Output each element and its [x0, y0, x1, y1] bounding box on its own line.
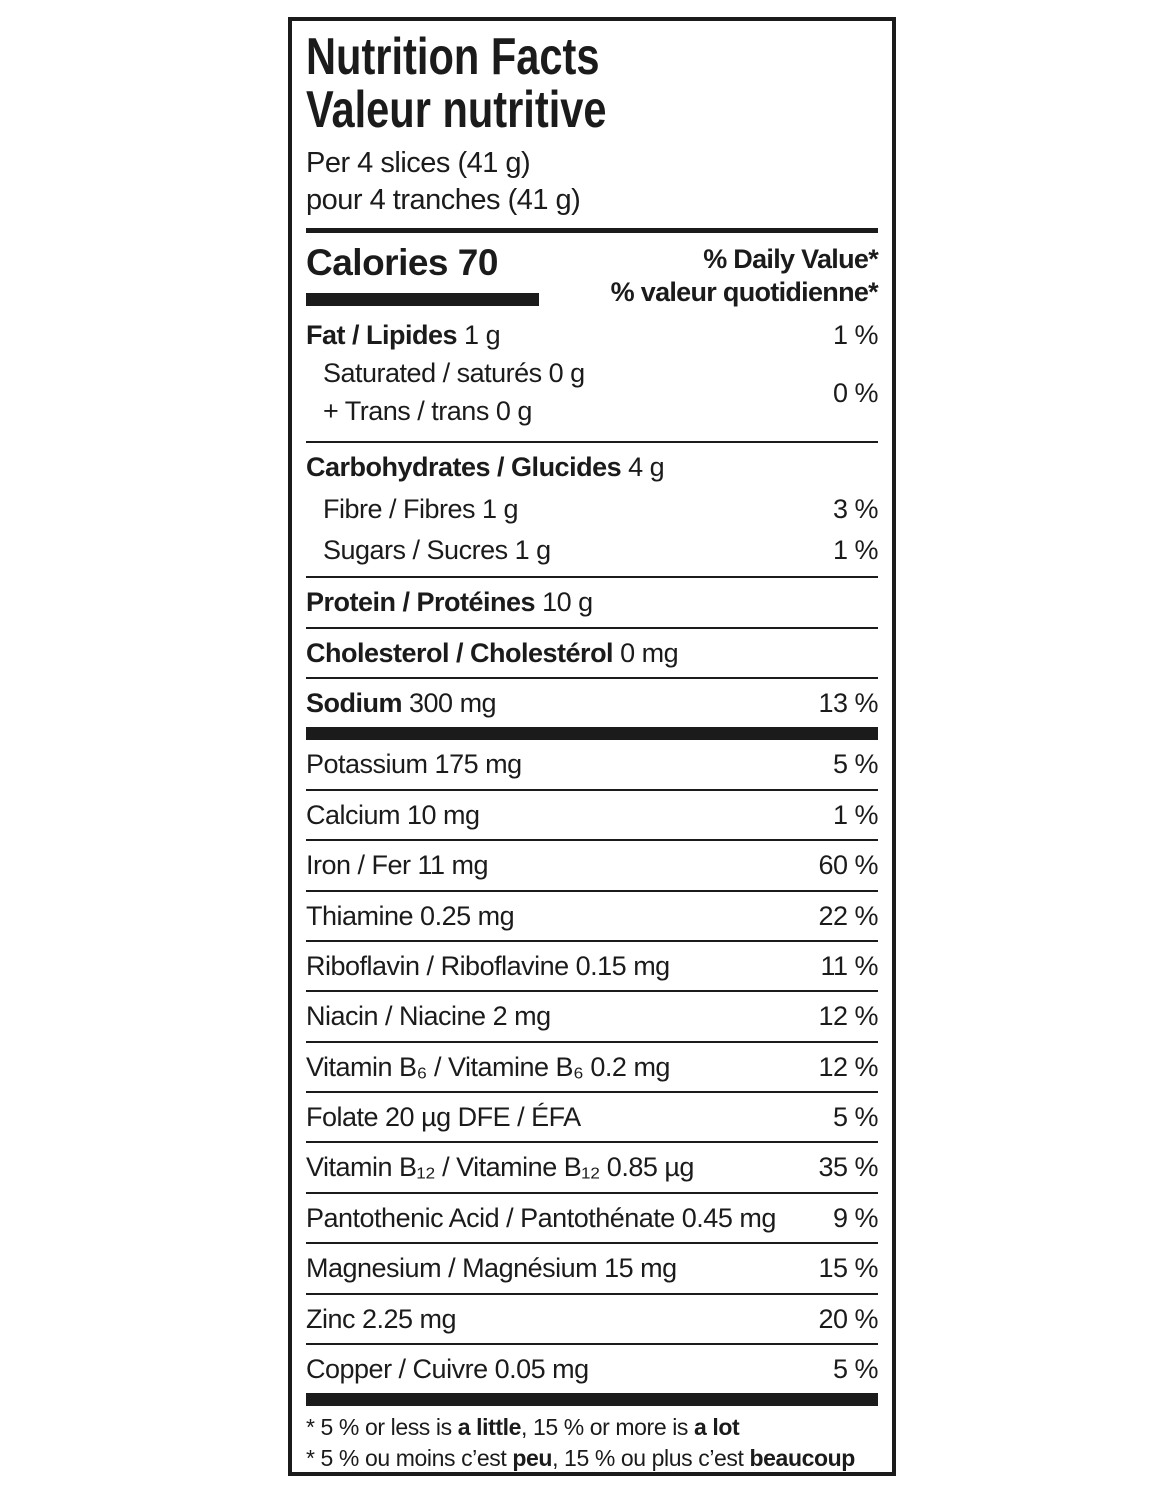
- pantothenic-acid-name: Pantothenic Acid / Pantothénate 0.45 mg: [306, 1202, 776, 1233]
- fibre-name: Fibre / Fibres 1 g: [323, 494, 519, 525]
- footnotes: * 5 % or less is a little, 15 % or more …: [306, 1412, 878, 1472]
- row-fat: Fat / Lipides 1 g 1 %: [306, 309, 879, 355]
- calcium-percent: 1 %: [832, 799, 879, 830]
- trans-fat-line: + Trans / trans 0 g: [323, 396, 532, 427]
- footnote-fr-part1: * 5 % ou moins c’est: [306, 1444, 513, 1471]
- row-sodium: Sodium 300 mg 13 %: [306, 676, 878, 727]
- footnote-en-bold2: a lot: [694, 1414, 740, 1441]
- fat-name: Fat / Lipides: [306, 320, 458, 350]
- vitamin-b6-percent: 12 %: [818, 1051, 878, 1082]
- fibre-percent: 3 %: [832, 494, 879, 525]
- folate-name: Folate 20 µg DFE / ÉFA: [306, 1102, 581, 1133]
- row-cholesterol: Cholesterol / Cholestérol 0 mg: [306, 626, 878, 677]
- daily-value-header-french: % valeur quotidienne*: [610, 277, 879, 308]
- sugars-name: Sugars / Sucres 1 g: [323, 534, 551, 565]
- iron-name: Iron / Fer 11 mg: [306, 850, 489, 881]
- iron-percent: 60 %: [818, 850, 878, 881]
- copper-percent: 5 %: [832, 1354, 879, 1385]
- saturated-trans-percent: 0 %: [832, 377, 879, 408]
- calories-left: Calories 70: [306, 242, 539, 309]
- serving-size-english: Per 4 slices (41 g): [306, 147, 531, 180]
- calories-underline-bar: [306, 292, 539, 306]
- vitamin-b12-percent: 35 %: [818, 1152, 878, 1183]
- sodium-percent: 13 %: [818, 687, 878, 718]
- row-fibre: Fibre / Fibres 1 g 3 %: [306, 491, 879, 531]
- calories-section: Calories 70 % Daily Value* % valeur quot…: [306, 233, 879, 309]
- pantothenic-acid-percent: 9 %: [832, 1202, 879, 1233]
- cholesterol-amount: 0 mg: [620, 637, 679, 668]
- footer-section-bar: [306, 1393, 878, 1407]
- zinc-name: Zinc 2.25 mg: [306, 1303, 457, 1334]
- footnote-en-part2: , 15 % or more is: [520, 1414, 694, 1441]
- zinc-percent: 20 %: [818, 1303, 878, 1334]
- nutrition-facts-label: Nutrition Facts Valeur nutritive Per 4 s…: [288, 17, 896, 1476]
- footnote-fr-bold1: peu: [512, 1444, 553, 1471]
- potassium-percent: 5 %: [832, 749, 879, 780]
- saturated-fat-line: Saturated / saturés 0 g: [323, 358, 585, 389]
- row-niacin: Niacin / Niacine 2 mg 12 %: [306, 990, 878, 1040]
- sodium-amount: 300 mg: [409, 687, 497, 718]
- copper-name: Copper / Cuivre 0.05 mg: [306, 1354, 589, 1385]
- niacin-name: Niacin / Niacine 2 mg: [306, 1001, 551, 1032]
- row-thiamine: Thiamine 0.25 mg 22 %: [306, 889, 878, 940]
- sugars-percent: 1 %: [832, 534, 879, 565]
- row-carbohydrates: Carbohydrates / Glucides 4 g: [306, 440, 878, 491]
- thiamine-percent: 22 %: [818, 900, 878, 931]
- label-titles: Nutrition Facts Valeur nutritive: [306, 28, 878, 140]
- title-french: Valeur nutritive: [306, 81, 607, 140]
- magnesium-percent: 15 %: [818, 1253, 878, 1284]
- potassium-name: Potassium 175 mg: [306, 749, 522, 780]
- riboflavin-percent: 11 %: [820, 950, 878, 981]
- footnote-french: * 5 % ou moins c’est peu, 15 % ou plus c…: [306, 1443, 878, 1472]
- footnote-fr-bold2: beaucoup: [749, 1444, 856, 1471]
- magnesium-name: Magnesium / Magnésium 15 mg: [306, 1253, 677, 1284]
- thiamine-name: Thiamine 0.25 mg: [306, 900, 515, 931]
- row-riboflavin: Riboflavin / Riboflavine 0.15 mg 11 %: [306, 939, 878, 990]
- daily-value-header-english: % Daily Value*: [703, 244, 878, 275]
- row-vitamin-b12: Vitamin B₁₂ / Vitamine B₁₂ 0.85 µg 35 %: [306, 1141, 878, 1191]
- footnote-fr-part2: , 15 % ou plus c’est: [552, 1444, 750, 1471]
- saturated-trans-names: Saturated / saturés 0 g + Trans / trans …: [306, 355, 585, 431]
- folate-percent: 5 %: [832, 1102, 879, 1133]
- row-potassium: Potassium 175 mg 5 %: [306, 740, 879, 788]
- vitamin-b6-name: Vitamin B₆ / Vitamine B₆ 0.2 mg: [306, 1051, 670, 1082]
- protein-amount: 10 g: [542, 587, 593, 618]
- serving-size-french: pour 4 tranches (41 g): [306, 183, 581, 216]
- row-calcium: Calcium 10 mg 1 %: [306, 788, 879, 839]
- carbohydrates-name: Carbohydrates / Glucides: [306, 451, 622, 482]
- row-magnesium: Magnesium / Magnésium 15 mg 15 %: [306, 1242, 878, 1292]
- fat-amount: 1 g: [464, 320, 501, 350]
- sodium-section-bar: [306, 727, 878, 741]
- carbohydrates-amount: 4 g: [628, 451, 665, 482]
- vitamin-b12-name: Vitamin B₁₂ / Vitamine B₁₂ 0.85 µg: [306, 1152, 694, 1183]
- row-pantothenic-acid: Pantothenic Acid / Pantothénate 0.45 mg …: [306, 1191, 879, 1242]
- riboflavin-name: Riboflavin / Riboflavine 0.15 mg: [306, 950, 670, 981]
- row-iron: Iron / Fer 11 mg 60 %: [306, 839, 878, 889]
- fat-percent: 1 %: [832, 320, 879, 350]
- footnote-english: * 5 % or less is a little, 15 % or more …: [306, 1412, 878, 1442]
- title-english: Nutrition Facts: [306, 28, 600, 86]
- row-copper: Copper / Cuivre 0.05 mg 5 %: [306, 1343, 879, 1393]
- footnote-en-part1: * 5 % or less is: [306, 1414, 458, 1441]
- row-zinc: Zinc 2.25 mg 20 %: [306, 1292, 878, 1343]
- row-protein: Protein / Protéines 10 g: [306, 576, 878, 626]
- calories-value: Calories 70: [306, 242, 498, 284]
- protein-name: Protein / Protéines: [306, 587, 536, 618]
- header-divider: [306, 228, 878, 234]
- daily-value-header: % Daily Value* % valeur quotidienne*: [610, 243, 879, 309]
- row-saturated-trans: Saturated / saturés 0 g + Trans / trans …: [306, 355, 879, 441]
- row-vitamin-b6: Vitamin B₆ / Vitamine B₆ 0.2 mg 12 %: [306, 1040, 878, 1091]
- row-sugars: Sugars / Sucres 1 g 1 %: [306, 532, 879, 576]
- row-folate: Folate 20 µg DFE / ÉFA 5 %: [306, 1091, 879, 1141]
- sodium-name: Sodium: [306, 687, 403, 718]
- cholesterol-name: Cholesterol / Cholestérol: [306, 637, 614, 668]
- footnote-en-bold1: a little: [457, 1414, 522, 1441]
- calcium-name: Calcium 10 mg: [306, 799, 480, 830]
- niacin-percent: 12 %: [818, 1001, 878, 1032]
